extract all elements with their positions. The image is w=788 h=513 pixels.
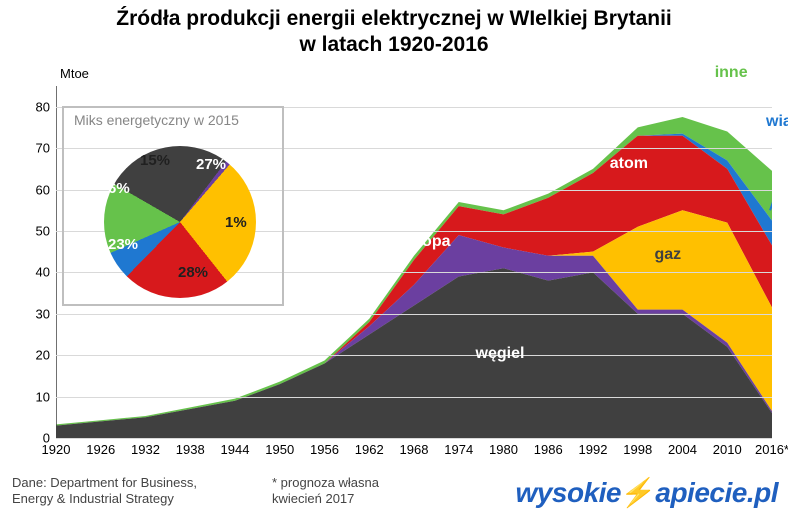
pie-slice-label: 1% xyxy=(225,214,247,231)
x-tick-label: 1926 xyxy=(86,438,115,457)
x-tick-label: 1944 xyxy=(221,438,250,457)
source-line2: Energy & Industrial Strategy xyxy=(12,491,197,507)
y-axis-label: Mtoe xyxy=(60,66,89,81)
pie-slice-label: 27% xyxy=(196,156,226,173)
x-tick-label: 1932 xyxy=(131,438,160,457)
x-tick-label: 1938 xyxy=(176,438,205,457)
x-tick-label: 1920 xyxy=(42,438,71,457)
title-line2: w latach 1920-2016 xyxy=(0,32,788,58)
pie-slice-label: 23% xyxy=(108,236,138,253)
y-tick-label: 70 xyxy=(26,141,56,156)
x-tick-label: 1992 xyxy=(579,438,608,457)
x-tick-label: 1962 xyxy=(355,438,384,457)
logo-part2: apiecie.pl xyxy=(655,477,778,508)
x-tick-label: 1956 xyxy=(310,438,339,457)
y-tick-label: 40 xyxy=(26,265,56,280)
y-tick-label: 50 xyxy=(26,223,56,238)
x-tick-label: 1950 xyxy=(265,438,294,457)
pie-slice-label: 15% xyxy=(140,152,170,169)
x-tick-label: 1974 xyxy=(444,438,473,457)
gridline xyxy=(56,355,772,356)
y-tick-label: 10 xyxy=(26,389,56,404)
lightning-icon: ⚡ xyxy=(619,476,658,509)
source-line1: Dane: Department for Business, xyxy=(12,475,197,491)
gridline xyxy=(56,314,772,315)
footer-note: * prognoza własna kwiecień 2017 xyxy=(272,475,379,508)
x-tick-label: 2004 xyxy=(668,438,697,457)
pie-slice-label: 28% xyxy=(178,264,208,281)
x-tick-label: 1968 xyxy=(400,438,429,457)
x-tick-label: 1980 xyxy=(489,438,518,457)
logo-part1: wysokie xyxy=(516,477,621,508)
note-line2: kwiecień 2017 xyxy=(272,491,379,507)
pie-slice-label: 6% xyxy=(108,180,130,197)
footer-source: Dane: Department for Business, Energy & … xyxy=(12,475,197,508)
x-tick-label: 1998 xyxy=(623,438,652,457)
y-tick-label: 20 xyxy=(26,348,56,363)
chart-title: Źródła produkcji energii elektrycznej w … xyxy=(0,0,788,59)
series-label-ropa: ropa xyxy=(416,233,451,251)
title-line1: Źródła produkcji energii elektrycznej w … xyxy=(0,6,788,32)
x-tick-label: 1986 xyxy=(534,438,563,457)
x-tick-label: 2016* xyxy=(755,438,788,457)
gridline xyxy=(56,397,772,398)
site-logo: wysokie⚡apiecie.pl xyxy=(516,476,778,509)
y-tick-label: 30 xyxy=(26,306,56,321)
y-tick-label: 80 xyxy=(26,99,56,114)
note-line1: * prognoza własna xyxy=(272,475,379,491)
y-tick-label: 60 xyxy=(26,182,56,197)
series-label-inne: inne xyxy=(715,64,748,82)
series-label-wiatr: wiatr xyxy=(766,113,788,131)
series-label-atom: atom xyxy=(610,155,648,173)
pie-title: Miks energetyczny w 2015 xyxy=(64,108,282,128)
series-label-węgiel: węgiel xyxy=(476,345,525,363)
x-tick-label: 2010 xyxy=(713,438,742,457)
series-label-gaz: gaz xyxy=(655,246,682,264)
